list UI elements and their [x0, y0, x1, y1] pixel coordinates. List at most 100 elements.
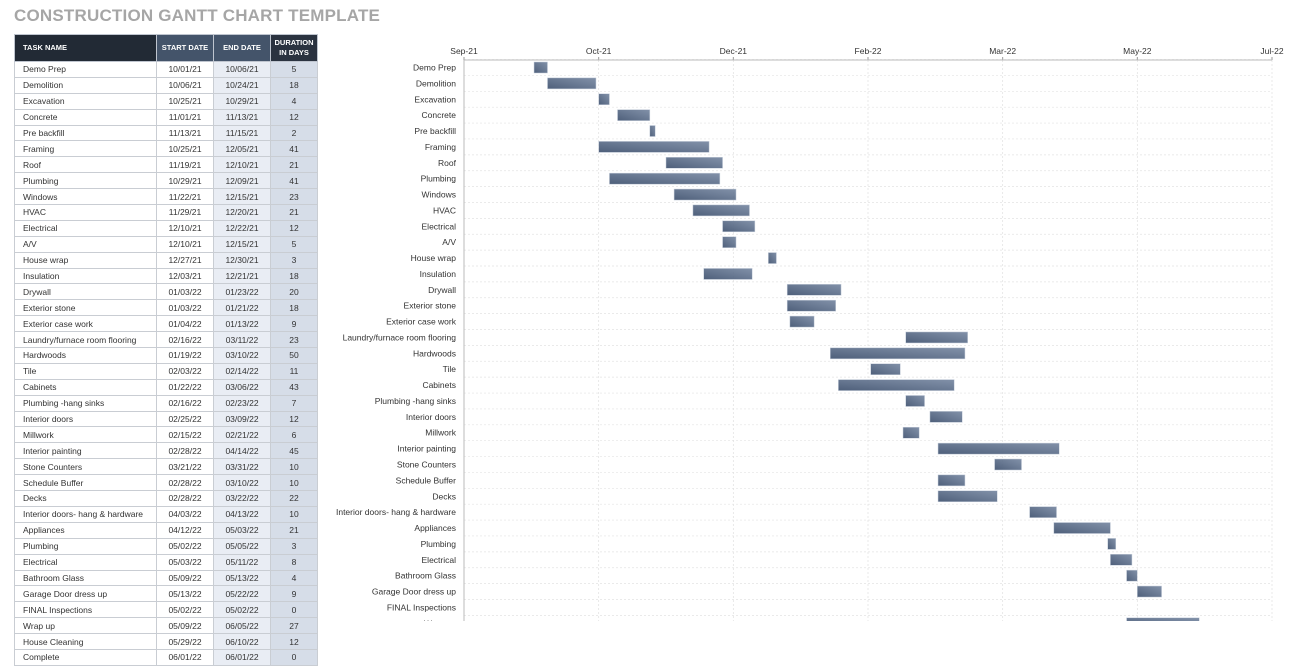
cell-end-date[interactable]: 01/13/22	[213, 315, 271, 333]
cell-start-date[interactable]: 12/27/21	[156, 251, 214, 269]
cell-duration[interactable]: 2	[270, 124, 318, 142]
y-task-label: Exterior stone	[404, 301, 457, 311]
gantt-bar	[937, 490, 998, 503]
cell-end-date[interactable]: 06/10/22	[213, 633, 271, 650]
cell-duration[interactable]: 5	[270, 61, 318, 78]
y-task-label: Interior doors	[406, 412, 456, 422]
cell-start-date[interactable]: 10/25/21	[156, 140, 214, 158]
header-duration-line1: DURATION	[274, 38, 314, 47]
cell-duration[interactable]: 45	[270, 442, 318, 460]
cell-end-date[interactable]: 10/29/21	[213, 92, 271, 110]
y-task-label: Schedule Buffer	[396, 475, 456, 485]
header-duration-line2: IN DAYS	[279, 48, 309, 57]
cell-duration[interactable]: 5	[270, 235, 318, 253]
gantt-bar	[870, 363, 901, 375]
cell-end-date[interactable]: 12/30/21	[213, 251, 271, 269]
cell-start-date[interactable]: 06/01/22	[156, 648, 214, 666]
cell-end-date[interactable]: 05/22/22	[213, 585, 271, 603]
table-row: Windows 11/22/21 12/15/21 23	[14, 188, 318, 206]
cell-task-name[interactable]: House Cleaning	[14, 633, 157, 650]
cell-start-date[interactable]: 02/25/22	[156, 410, 214, 428]
cell-end-date[interactable]: 02/23/22	[213, 394, 271, 412]
cell-start-date[interactable]: 10/29/21	[156, 172, 214, 190]
gantt-bar	[722, 220, 756, 233]
cell-duration[interactable]: 10	[270, 505, 318, 523]
x-tick-label: May-22	[1123, 46, 1152, 56]
cell-start-date[interactable]: 04/03/22	[156, 505, 214, 523]
cell-end-date[interactable]: 12/22/21	[213, 219, 271, 237]
cell-end-date[interactable]: 12/05/21	[213, 140, 271, 158]
cell-duration[interactable]: 0	[270, 601, 318, 619]
cell-duration[interactable]: 12	[270, 633, 318, 650]
cell-duration[interactable]: 50	[270, 347, 318, 364]
cell-duration[interactable]: 11	[270, 362, 318, 380]
cell-start-date[interactable]: 03/21/22	[156, 458, 214, 476]
cell-duration[interactable]: 12	[270, 108, 318, 126]
cell-start-date[interactable]: 11/22/21	[156, 188, 214, 206]
cell-end-date[interactable]: 03/22/22	[213, 490, 271, 507]
gantt-bar	[1126, 569, 1138, 582]
y-task-label: House wrap	[411, 253, 457, 263]
cell-start-date[interactable]: 10/01/21	[156, 61, 214, 78]
cell-end-date[interactable]: 12/10/21	[213, 156, 271, 174]
cell-start-date[interactable]: 05/29/22	[156, 633, 214, 650]
cell-end-date[interactable]: 11/15/21	[213, 124, 271, 142]
cell-start-date[interactable]: 02/15/22	[156, 426, 214, 444]
y-task-label: Decks	[432, 491, 456, 501]
table-row: House Cleaning 05/29/22 06/10/22 12	[14, 633, 318, 650]
cell-end-date[interactable]: 01/23/22	[213, 283, 271, 301]
cell-duration[interactable]: 3	[270, 537, 318, 555]
cell-duration[interactable]: 7	[270, 394, 318, 412]
gantt-bar	[994, 458, 1022, 471]
cell-end-date[interactable]: 10/24/21	[213, 76, 271, 94]
cell-duration[interactable]: 18	[270, 76, 318, 94]
y-task-label: Concrete	[422, 110, 457, 120]
cell-duration[interactable]: 43	[270, 378, 318, 396]
cell-duration[interactable]: 10	[270, 474, 318, 492]
cell-duration[interactable]: 41	[270, 140, 318, 158]
cell-end-date[interactable]: 03/31/22	[213, 458, 271, 476]
cell-duration[interactable]: 18	[270, 267, 318, 285]
cell-start-date[interactable]: 01/03/22	[156, 283, 214, 301]
cell-duration[interactable]: 4	[270, 92, 318, 110]
cell-start-date[interactable]: 12/10/21	[156, 235, 214, 253]
cell-duration[interactable]: 12	[270, 219, 318, 237]
cell-start-date[interactable]: 11/29/21	[156, 204, 214, 221]
cell-duration[interactable]: 22	[270, 490, 318, 507]
cell-end-date[interactable]: 11/13/21	[213, 108, 271, 126]
cell-end-date[interactable]: 12/09/21	[213, 172, 271, 190]
y-task-label: Demo Prep	[413, 63, 456, 73]
cell-start-date[interactable]: 10/06/21	[156, 76, 214, 94]
cell-duration[interactable]: 8	[270, 553, 318, 571]
table-row: Garage Door dress up 05/13/22 05/22/22 9	[14, 585, 318, 603]
cell-end-date[interactable]: 12/15/21	[213, 235, 271, 253]
cell-start-date[interactable]: 05/09/22	[156, 569, 214, 587]
cell-end-date[interactable]: 02/21/22	[213, 426, 271, 444]
cell-start-date[interactable]: 12/10/21	[156, 219, 214, 237]
table-row: Laundry/furnace room flooring 02/16/22 03/…	[14, 331, 318, 349]
cell-duration[interactable]: 23	[270, 331, 318, 349]
cell-start-date[interactable]: 02/28/22	[156, 442, 214, 460]
cell-end-date[interactable]: 05/02/22	[213, 601, 271, 619]
cell-duration[interactable]: 6	[270, 426, 318, 444]
cell-duration[interactable]: 41	[270, 172, 318, 190]
cell-end-date[interactable]: 12/21/21	[213, 267, 271, 285]
cell-start-date[interactable]: 05/13/22	[156, 585, 214, 603]
cell-duration[interactable]: 20	[270, 283, 318, 301]
page-title: CONSTRUCTION GANTT CHART TEMPLATE	[14, 6, 381, 25]
y-task-label: Framing	[425, 142, 456, 152]
cell-duration[interactable]: 0	[270, 648, 318, 666]
y-task-label: FINAL Inspections	[387, 602, 456, 612]
cell-end-date[interactable]: 06/01/22	[213, 648, 271, 666]
cell-duration[interactable]: 9	[270, 315, 318, 333]
table-row: Bathroom Glass 05/09/22 05/13/22 4	[14, 569, 318, 587]
cell-task-name[interactable]: Complete	[14, 648, 157, 666]
table-row: Pre backfill 11/13/21 11/15/21 2	[14, 124, 318, 142]
table-row: Plumbing 10/29/21 12/09/21 41	[14, 172, 318, 190]
gantt-bar	[937, 474, 966, 487]
cell-duration[interactable]: 21	[270, 521, 318, 539]
cell-end-date[interactable]: 10/06/21	[213, 61, 271, 78]
cell-start-date[interactable]: 10/25/21	[156, 92, 214, 110]
cell-end-date[interactable]: 12/20/21	[213, 204, 271, 221]
table-row: Concrete 11/01/21 11/13/21 12	[14, 108, 318, 126]
